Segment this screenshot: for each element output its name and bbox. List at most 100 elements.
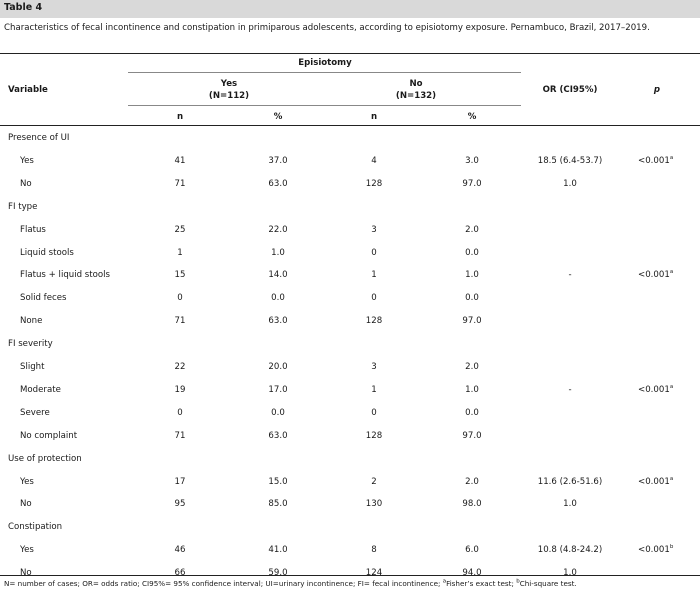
section-label: FI severity bbox=[8, 339, 53, 349]
row-label: Slight bbox=[20, 362, 45, 372]
p-value: <0.001 bbox=[638, 545, 670, 555]
cell-nn: 0 bbox=[371, 248, 377, 258]
row-label: Yes bbox=[20, 545, 34, 555]
cell-yn: 25 bbox=[174, 225, 186, 235]
cell-or: - bbox=[568, 385, 572, 395]
cell-nn: 3 bbox=[371, 362, 377, 372]
row-label: No bbox=[20, 179, 32, 189]
row-label: No bbox=[20, 568, 32, 578]
header-episiotomy: Episiotomy bbox=[298, 58, 352, 68]
p-value: <0.001 bbox=[638, 385, 670, 395]
cell-yp: 1.0 bbox=[271, 248, 285, 258]
cell-yp: 15.0 bbox=[268, 477, 288, 487]
p-footnote-mark: a bbox=[669, 476, 674, 483]
row-label: Severe bbox=[20, 408, 50, 418]
header-yes-n-col: n bbox=[176, 112, 184, 122]
row-label: Yes bbox=[20, 477, 34, 487]
row-label: No complaint bbox=[20, 431, 78, 441]
cell-p: <0.001a bbox=[638, 155, 673, 167]
header-bottom-rule bbox=[0, 125, 700, 126]
cell-yp: 14.0 bbox=[268, 270, 288, 280]
section-label: Use of protection bbox=[8, 454, 82, 464]
p-value: <0.001 bbox=[638, 270, 670, 280]
cell-yn: 19 bbox=[174, 385, 186, 395]
cell-nn: 3 bbox=[371, 225, 377, 235]
row-label: Flatus bbox=[20, 225, 46, 235]
cell-or: 1.0 bbox=[563, 568, 577, 578]
row-label: Solid feces bbox=[20, 293, 67, 303]
section-label: FI type bbox=[8, 202, 38, 212]
table-label: Table 4 bbox=[4, 2, 43, 13]
cell-yp: 59.0 bbox=[268, 568, 288, 578]
p-footnote-mark: a bbox=[669, 155, 674, 162]
cell-np: 0.0 bbox=[465, 248, 479, 258]
footnote-b-text: Chi-square test. bbox=[519, 579, 577, 588]
cell-yp: 37.0 bbox=[268, 156, 288, 166]
cell-np: 1.0 bbox=[465, 385, 479, 395]
cell-or: 1.0 bbox=[563, 499, 577, 509]
section-label: Constipation bbox=[8, 522, 63, 532]
cell-np: 2.0 bbox=[465, 362, 479, 372]
cell-yn: 41 bbox=[174, 156, 186, 166]
header-variable: Variable bbox=[8, 85, 48, 95]
cell-yn: 66 bbox=[174, 568, 186, 578]
cell-or: 10.8 (4.8-24.2) bbox=[537, 545, 603, 555]
cell-np: 97.0 bbox=[462, 179, 482, 189]
cell-nn: 130 bbox=[365, 499, 383, 509]
cell-np: 94.0 bbox=[462, 568, 482, 578]
cell-or: 1.0 bbox=[563, 179, 577, 189]
p-footnote-mark: b bbox=[669, 544, 674, 551]
header-yes-group: Yes bbox=[220, 79, 238, 89]
table-footnote: N= number of cases; OR= odds ratio; CI95… bbox=[4, 579, 577, 588]
cell-or: 11.6 (2.6-51.6) bbox=[537, 477, 603, 487]
cell-nn: 128 bbox=[365, 316, 383, 326]
cell-yp: 22.0 bbox=[268, 225, 288, 235]
p-footnote-mark: a bbox=[669, 269, 674, 276]
row-label: Yes bbox=[20, 156, 34, 166]
footnote-a-text: Fisher’s exact test; bbox=[446, 579, 517, 588]
cell-yn: 46 bbox=[174, 545, 186, 555]
cell-nn: 124 bbox=[365, 568, 383, 578]
p-footnote-mark: a bbox=[669, 384, 674, 391]
cell-nn: 0 bbox=[371, 293, 377, 303]
cell-np: 3.0 bbox=[465, 156, 479, 166]
cell-yn: 17 bbox=[174, 477, 186, 487]
p-value: <0.001 bbox=[638, 477, 670, 487]
cell-nn: 4 bbox=[371, 156, 377, 166]
cell-yn: 71 bbox=[174, 179, 186, 189]
row-label: Flatus + liquid stools bbox=[20, 270, 111, 280]
cell-or: - bbox=[568, 270, 572, 280]
cell-nn: 128 bbox=[365, 431, 383, 441]
cell-nn: 2 bbox=[371, 477, 377, 487]
row-label: Liquid stools bbox=[20, 248, 74, 258]
cell-yp: 0.0 bbox=[271, 293, 285, 303]
cell-yn: 95 bbox=[174, 499, 186, 509]
cell-yn: 1 bbox=[177, 248, 183, 258]
cell-p: <0.001a bbox=[638, 384, 673, 396]
cell-nn: 0 bbox=[371, 408, 377, 418]
table-caption: Characteristics of fecal incontinence an… bbox=[4, 23, 650, 33]
table-label-bar: Table 4 bbox=[0, 0, 700, 18]
header-no-n-col: n bbox=[370, 112, 378, 122]
cell-yn: 0 bbox=[177, 293, 183, 303]
cell-np: 1.0 bbox=[465, 270, 479, 280]
footnote-a-mark: a bbox=[442, 578, 447, 585]
footnote-main: N= number of cases; OR= odds ratio; CI95… bbox=[4, 579, 443, 588]
cell-np: 97.0 bbox=[462, 316, 482, 326]
cell-yn: 71 bbox=[174, 316, 186, 326]
cell-or: 18.5 (6.4-53.7) bbox=[537, 156, 603, 166]
row-label: No bbox=[20, 499, 32, 509]
header-no-group: No bbox=[409, 79, 423, 89]
header-yes-pct-col: % bbox=[273, 112, 283, 122]
cell-yn: 15 bbox=[174, 270, 186, 280]
cell-nn: 1 bbox=[371, 270, 377, 280]
cell-np: 0.0 bbox=[465, 408, 479, 418]
cell-yp: 63.0 bbox=[268, 179, 288, 189]
header-no-pct-col: % bbox=[467, 112, 477, 122]
row-label: Moderate bbox=[20, 385, 61, 395]
cell-nn: 8 bbox=[371, 545, 377, 555]
p-value: <0.001 bbox=[638, 156, 670, 166]
cell-np: 0.0 bbox=[465, 293, 479, 303]
cell-yp: 85.0 bbox=[268, 499, 288, 509]
